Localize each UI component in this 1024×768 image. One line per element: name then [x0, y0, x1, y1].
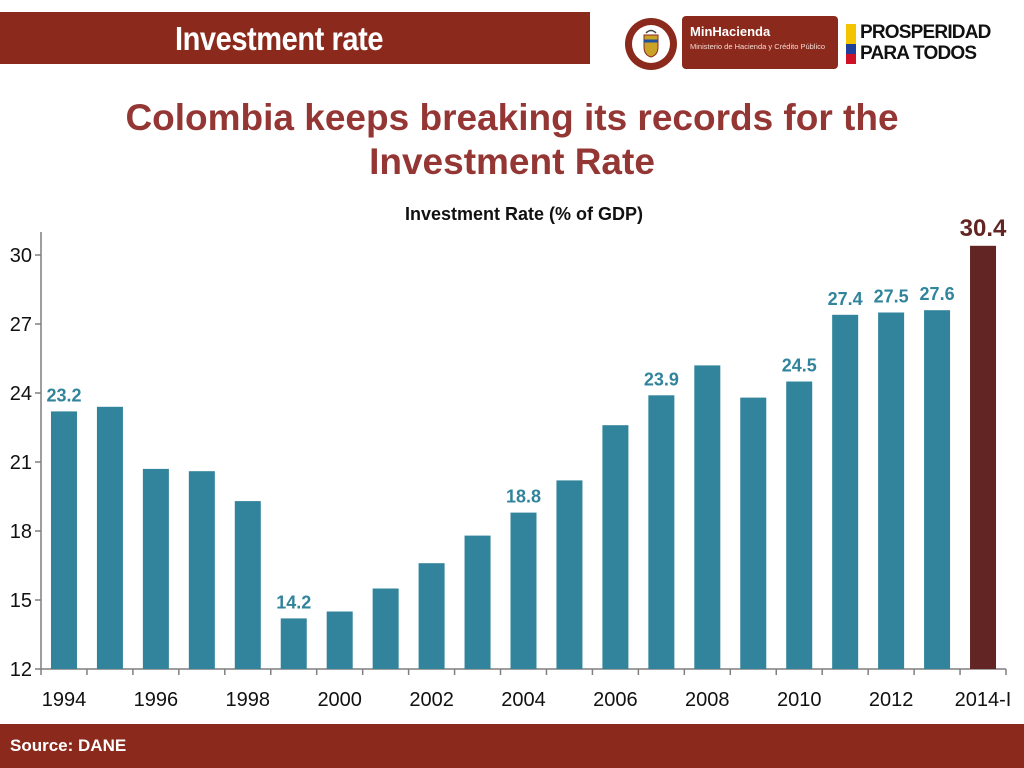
x-tick-label: 2014-I — [955, 689, 1012, 711]
y-tick-label: 15 — [10, 590, 32, 612]
bar-2006 — [602, 425, 629, 669]
ministry-subtitle: Ministerio de Hacienda y Crédito Público — [690, 42, 826, 51]
slide-title: Colombia keeps breaking its records for … — [0, 96, 1024, 184]
colombia-flag-icon — [846, 24, 856, 64]
y-tick-label: 24 — [10, 383, 32, 405]
data-label: 23.9 — [644, 369, 679, 389]
bar-2014-I — [970, 245, 997, 670]
section-title: Investment rate — [175, 20, 384, 57]
bar-2003 — [464, 535, 491, 669]
bar-2010 — [786, 381, 813, 669]
data-label: 27.4 — [828, 289, 863, 309]
bar-2000 — [326, 611, 353, 669]
minhacienda-logo: MinHacienda Ministerio de Hacienda y Cré… — [682, 16, 838, 69]
bar-2012 — [878, 312, 905, 669]
investment-rate-chart: Investment Rate (% of GDP) 12 15 18 21 24 27 3… — [10, 204, 1012, 711]
bar-1998 — [234, 501, 261, 669]
colombia-crest-icon — [625, 18, 677, 70]
x-tick-label: 1998 — [226, 689, 271, 711]
y-tick-label: 27 — [10, 314, 32, 336]
data-label: 14.2 — [276, 592, 311, 612]
slide-title-text: Colombia keeps breaking its records for … — [125, 97, 899, 182]
x-tick-label: 2002 — [409, 689, 454, 711]
bar-1995 — [96, 406, 123, 669]
slogan: PROSPERIDAD PARA TODOS — [860, 22, 991, 64]
bar-2013 — [924, 310, 951, 669]
bar-labels: 23.2 14.2 18.8 23.9 24.5 27.4 27.5 27.6 30.4 — [46, 215, 1007, 613]
x-tick-label: 2006 — [593, 689, 638, 711]
data-label: 24.5 — [782, 356, 817, 376]
bars — [50, 245, 997, 670]
y-axis: 12 15 18 21 24 27 30 — [10, 232, 42, 681]
x-tick-label: 2000 — [317, 689, 362, 711]
data-label: 23.2 — [46, 385, 81, 405]
x-tick-label: 2004 — [501, 689, 546, 711]
bar-1999 — [280, 618, 307, 669]
header-band — [0, 12, 590, 64]
x-tick-label: 2012 — [869, 689, 914, 711]
x-tick-label: 2008 — [685, 689, 730, 711]
y-tick-label: 12 — [10, 659, 32, 681]
chart-title: Investment Rate (% of GDP) — [405, 204, 643, 224]
bar-2002 — [418, 563, 445, 669]
slogan-line-2: PARA TODOS — [860, 43, 977, 64]
y-tick-label: 18 — [10, 521, 32, 543]
bar-1997 — [188, 471, 215, 669]
bar-2009 — [740, 397, 767, 669]
data-label: 27.6 — [920, 284, 955, 304]
x-tick-label: 1994 — [42, 689, 87, 711]
footer-band: Source: DANE — [0, 724, 1024, 768]
x-axis: 1994 1996 1998 2000 2002 2004 2006 2008 2010 2012… — [40, 668, 1012, 711]
x-tick-label: 2010 — [777, 689, 822, 711]
bar-2011 — [832, 314, 859, 669]
bar-1994 — [50, 411, 77, 669]
bar-1996 — [142, 468, 169, 669]
bar-2008 — [694, 365, 721, 669]
bar-2004 — [510, 512, 537, 669]
slogan-line-1: PROSPERIDAD — [860, 22, 991, 43]
prosperidad-logo: PROSPERIDAD PARA TODOS — [846, 22, 1014, 66]
x-tick-label: 1996 — [134, 689, 179, 711]
y-tick-label: 21 — [10, 452, 32, 474]
y-tick-label: 30 — [10, 245, 32, 267]
data-label: 30.4 — [960, 215, 1007, 242]
bar-2007 — [648, 395, 675, 669]
bar-2005 — [556, 480, 583, 669]
data-label: 18.8 — [506, 487, 541, 507]
data-label: 27.5 — [874, 287, 909, 307]
source-note: Source: DANE — [10, 736, 127, 755]
bar-2001 — [372, 588, 399, 669]
ministry-name: MinHacienda — [690, 24, 771, 39]
